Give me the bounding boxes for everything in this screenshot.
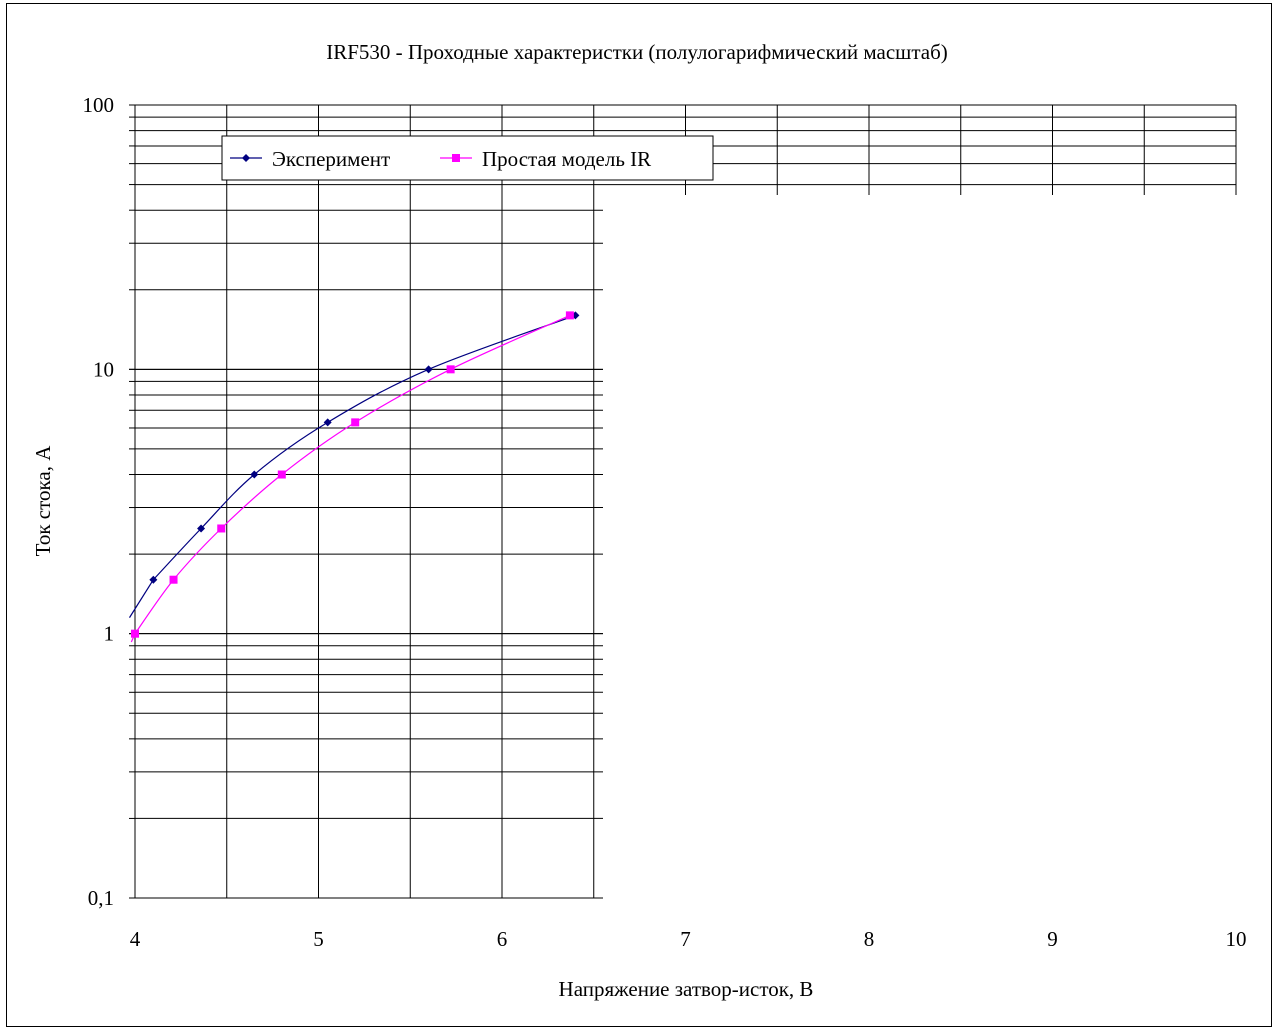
main-series-group xyxy=(128,311,580,643)
x-axis-title: Напряжение затвор-исток, В xyxy=(559,977,814,1001)
data-point-model xyxy=(277,470,286,479)
main-tick-labels: 4 5 6 7 8 9 10 0,1 1 10 100 xyxy=(83,93,1247,951)
data-point-model xyxy=(565,311,574,320)
x-tick-label: 10 xyxy=(1226,927,1247,951)
series-line-model-tail xyxy=(130,633,136,643)
legend-marker-experiment xyxy=(242,154,250,162)
data-point-experiment xyxy=(323,418,332,427)
y-axis-title: Ток стока, А xyxy=(31,445,55,557)
inset-datasheet-plot: 4567891010010125°C175°CVDS = 50V20us PUL… xyxy=(603,195,1263,900)
x-tick-label: 7 xyxy=(680,927,691,951)
chart-title: IRF530 - Проходные характеристки (полуло… xyxy=(326,40,948,64)
series-line-experiment-tail xyxy=(128,579,154,618)
y-tick-label: 100 xyxy=(83,93,115,117)
data-point-experiment xyxy=(250,470,259,479)
inset-whiteout xyxy=(603,195,1263,900)
legend: Эксперимент Простая модель IR xyxy=(221,135,714,181)
data-point-model xyxy=(217,524,226,533)
legend-marker-model xyxy=(452,154,460,162)
legend-label-model: Простая модель IR xyxy=(482,147,651,171)
series-line-experiment xyxy=(152,314,576,581)
y-tick-label: 10 xyxy=(93,357,114,381)
data-point-model xyxy=(446,365,455,374)
legend-label-experiment: Эксперимент xyxy=(272,147,390,171)
data-point-model xyxy=(169,575,178,584)
y-tick-label: 1 xyxy=(104,622,115,646)
x-tick-label: 9 xyxy=(1047,927,1058,951)
x-tick-label: 5 xyxy=(313,927,324,951)
data-point-model xyxy=(351,418,360,427)
x-tick-label: 8 xyxy=(864,927,875,951)
x-tick-label: 4 xyxy=(130,927,141,951)
x-tick-label: 6 xyxy=(497,927,508,951)
y-tick-label: 0,1 xyxy=(88,886,114,910)
data-point-experiment xyxy=(424,365,433,374)
data-point-experiment xyxy=(197,524,206,533)
